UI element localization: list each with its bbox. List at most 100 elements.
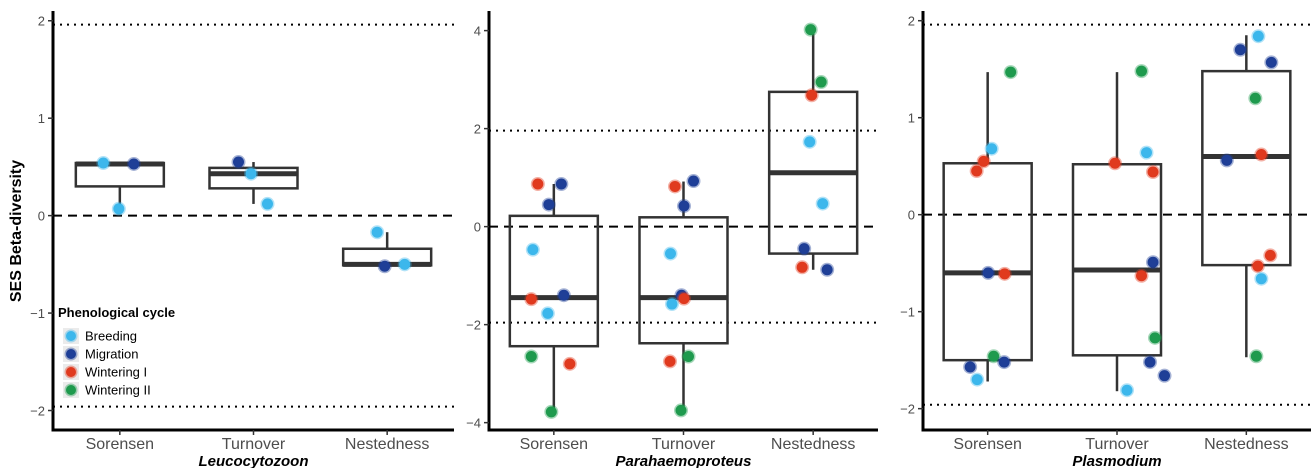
point-migration — [963, 359, 978, 374]
point-breeding — [260, 196, 275, 211]
y-tick-label: 2 — [474, 122, 481, 137]
point-breeding — [984, 141, 999, 156]
legend-item-wintering-ii: Wintering II — [63, 382, 151, 398]
panel-title: Parahaemoproteus — [616, 453, 752, 468]
point-wintering-i — [668, 179, 682, 194]
x-tick-label: Sorensen — [953, 436, 1022, 453]
y-axis-label: SES Beta-diversity — [8, 160, 25, 302]
point-breeding — [663, 246, 678, 261]
point-wintering-ii — [674, 403, 688, 418]
y-tick-label: −1 — [30, 306, 45, 321]
point-wintering-i — [804, 88, 819, 103]
point-breeding — [1251, 29, 1266, 44]
box-sorensen — [942, 72, 1033, 382]
box-nestedness — [767, 29, 859, 270]
point-migration — [1143, 355, 1157, 370]
point-wintering-i — [1146, 165, 1160, 180]
point-wintering-i — [795, 260, 810, 275]
point-wintering-ii — [803, 22, 818, 37]
x-tick-label: Turnover — [222, 436, 286, 453]
point-migration — [797, 241, 812, 256]
box-body — [1201, 69, 1292, 267]
point-migration — [377, 259, 392, 274]
point-breeding — [802, 134, 817, 149]
point-migration — [820, 262, 835, 277]
point-wintering-i — [1254, 147, 1269, 162]
point-wintering-ii — [986, 349, 1001, 364]
y-tick-label: −4 — [466, 416, 481, 431]
box-body — [508, 214, 600, 348]
y-tick-label: 0 — [908, 208, 915, 223]
x-tick-label: Sorensen — [520, 436, 589, 453]
point-wintering-ii — [681, 349, 696, 364]
point-breeding — [525, 242, 540, 257]
legend-label: Migration — [85, 347, 138, 362]
point-migration — [126, 156, 141, 171]
panel-2: −4 −2 0 2 4 Sorensen Turnover Nestedness Parahae… — [466, 11, 878, 468]
y-tick-label: 0 — [38, 209, 45, 224]
point-wintering-ii — [1134, 64, 1149, 79]
point-wintering-ii — [814, 75, 829, 90]
x-tick-label: Turnover — [1085, 436, 1149, 453]
point-wintering-i — [1250, 259, 1265, 274]
point-migration — [1157, 368, 1172, 383]
point-breeding — [665, 297, 679, 312]
point-wintering-i — [530, 176, 545, 191]
legend-swatch — [64, 383, 78, 397]
point-migration — [981, 265, 996, 280]
point-breeding — [1120, 383, 1134, 398]
point-breeding — [1254, 271, 1269, 286]
panel-1: −2 −1 0 1 2 Sorensen Turnover Nestedness Leucocy… — [30, 11, 454, 468]
x-tick-label: Nestedness — [345, 436, 430, 453]
point-migration — [556, 288, 571, 303]
legend-swatch — [64, 329, 78, 343]
point-migration — [686, 174, 701, 189]
y-tick-label: 4 — [474, 24, 481, 39]
point-wintering-i — [997, 266, 1012, 281]
point-migration — [1219, 153, 1234, 168]
legend-item-wintering-i: Wintering I — [63, 364, 147, 380]
x-tick-label: Nestedness — [1204, 436, 1289, 453]
point-wintering-ii — [1148, 330, 1162, 345]
box-turnover — [1071, 72, 1163, 392]
point-breeding — [370, 225, 385, 240]
legend-label: Breeding — [85, 329, 137, 344]
point-breeding — [970, 372, 985, 387]
legend-item-migration: Migration — [63, 346, 138, 362]
point-wintering-i — [1263, 248, 1278, 263]
y-tick-label: 0 — [474, 220, 481, 235]
box-body — [74, 161, 166, 188]
point-wintering-i — [976, 154, 991, 169]
y-tick-label: −2 — [900, 402, 915, 417]
point-migration — [541, 197, 556, 212]
legend-background — [56, 302, 216, 402]
box-body — [638, 216, 729, 345]
panel-3: −2 −1 0 1 2 Sorensen Turnover Nestedness Plasmod… — [900, 11, 1311, 468]
box-body — [208, 166, 299, 190]
legend-label: Wintering II — [85, 383, 151, 398]
point-migration — [677, 199, 691, 214]
y-tick-label: −2 — [466, 318, 481, 333]
point-wintering-ii — [1249, 349, 1264, 364]
point-breeding — [96, 156, 111, 171]
box-sorensen — [508, 183, 600, 412]
legend-title: Phenological cycle — [58, 305, 175, 320]
point-wintering-ii — [524, 349, 539, 364]
legend-label: Wintering I — [85, 365, 147, 380]
point-wintering-i — [677, 291, 691, 306]
legend-swatch — [64, 347, 78, 361]
point-breeding — [244, 166, 258, 181]
x-tick-label: Turnover — [652, 436, 716, 453]
x-tick-label: Nestedness — [771, 436, 856, 453]
box-nestedness — [1201, 35, 1292, 358]
point-migration — [231, 155, 246, 170]
box-body — [942, 162, 1033, 362]
point-wintering-ii — [1248, 91, 1263, 106]
point-breeding — [815, 196, 830, 211]
point-wintering-i — [562, 356, 577, 371]
x-tick-label: Sorensen — [86, 436, 155, 453]
point-wintering-ii — [1003, 65, 1018, 80]
point-migration — [1233, 42, 1248, 57]
y-tick-label: −1 — [900, 305, 915, 320]
